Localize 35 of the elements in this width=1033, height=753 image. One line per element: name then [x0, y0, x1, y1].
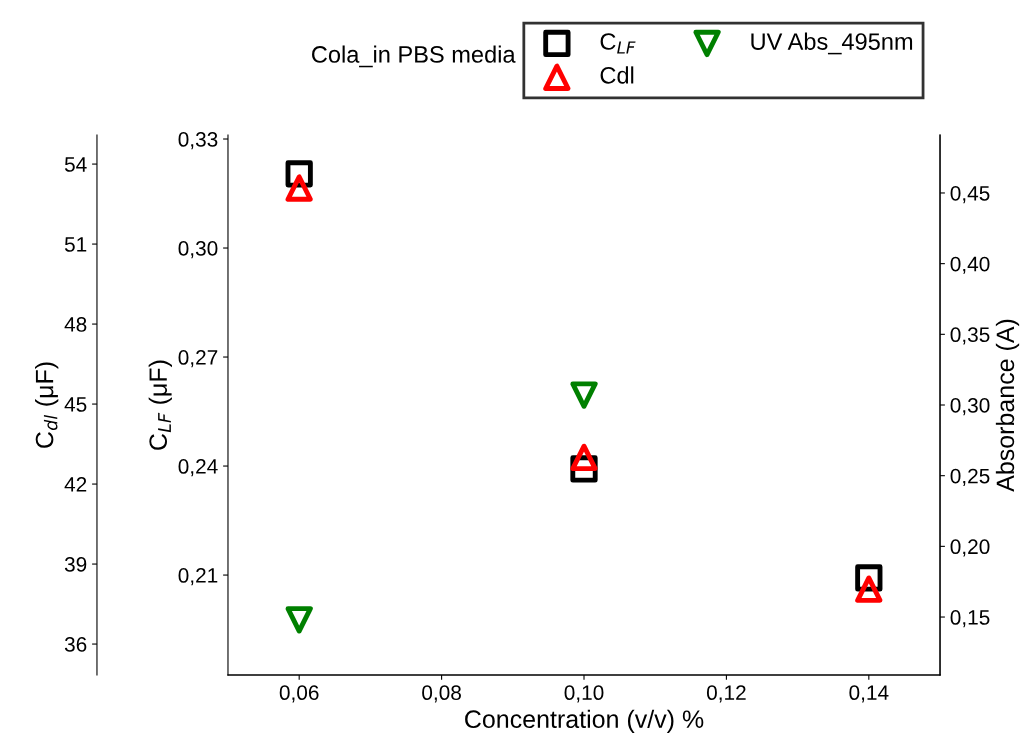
y3-tick-label: 39	[64, 557, 87, 572]
y2-tick-label: 0,40	[950, 256, 990, 274]
x-tick-label: 0,06	[279, 685, 319, 703]
y2-tick-label: 0,35	[950, 327, 990, 345]
legend-label: C$_{LF}$	[600, 33, 636, 54]
chart-title: Cola_in PBS media	[312, 45, 516, 68]
y3-tick-label: 45	[64, 397, 87, 412]
y2-tick-label: 0,25	[950, 468, 990, 486]
point	[855, 575, 883, 603]
y2-tick-label: 0,20	[950, 539, 990, 557]
y-tick-label: 0,33	[178, 132, 218, 150]
y3-tick-label: 42	[64, 477, 87, 492]
x-tick-label: 0,14	[849, 685, 889, 703]
x-tick-label: 0,10	[564, 685, 604, 703]
point	[570, 443, 598, 472]
y-tick-label: 0,30	[178, 241, 218, 259]
y3-tick-label: 54	[64, 157, 87, 172]
y-tick-label: 0,27	[178, 350, 218, 368]
y-tick-label: 0,21	[178, 568, 218, 586]
y-axis-title: C$_{LF}$ (μF)	[148, 360, 172, 450]
x-tick-label: 0,08	[422, 685, 461, 703]
y2-axis-title: Absorbance (A)	[995, 319, 1020, 492]
y2-tick-label: 0,15	[950, 610, 990, 628]
y2-tick-label: 0,30	[950, 398, 990, 416]
y-tick-label: 0,24	[178, 459, 218, 477]
y3-tick-label: 51	[64, 237, 87, 252]
x-tick-label: 0,12	[706, 685, 746, 703]
x-axis-title: Concentration (v/v) %	[465, 709, 704, 733]
legend-label: Cdl	[600, 66, 634, 84]
legend-label: UV Abs_495nm	[751, 32, 913, 55]
y3-tick-label: 48	[64, 317, 87, 332]
y3-axis-title: C$_{dl}$ (μF)	[35, 362, 59, 448]
y3-tick-label: 36	[64, 637, 87, 652]
point	[285, 174, 313, 202]
y2-tick-label: 0,45	[950, 185, 990, 204]
